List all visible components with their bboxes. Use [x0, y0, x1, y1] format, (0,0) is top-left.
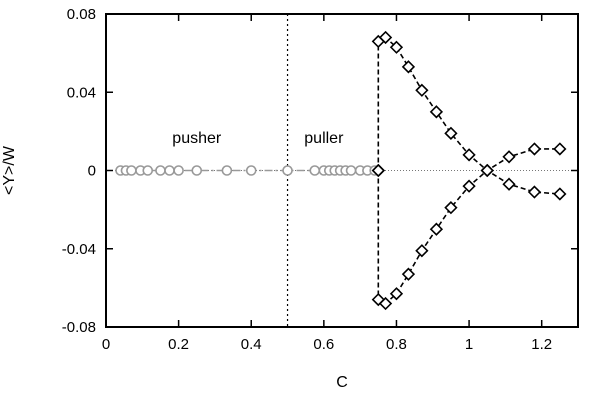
- series-1: [371, 30, 567, 201]
- data-point: [401, 60, 416, 74]
- data-point: [444, 126, 458, 140]
- data-point: [378, 30, 393, 45]
- data-point: [553, 142, 567, 156]
- x-tick-label: 1: [465, 336, 473, 353]
- data-point: [480, 163, 494, 178]
- x-tick-label: 0.4: [241, 336, 262, 353]
- axis-ticks: 0 0.2 0.4 0.6 0.8 1 1.2 -0.08 -0.04 0 0.04 0.08: [62, 6, 578, 353]
- data-point: [462, 179, 476, 193]
- y-tick-label: 0.08: [67, 6, 96, 23]
- data-point: [415, 244, 429, 258]
- series-2: [371, 142, 567, 311]
- data-point: [221, 165, 233, 176]
- data-point: [378, 296, 393, 311]
- data-point: [553, 187, 567, 201]
- data-point: [164, 165, 175, 176]
- data-point: [462, 148, 476, 162]
- data-point: [401, 267, 416, 281]
- data-point: [309, 165, 321, 176]
- data-point: [389, 287, 404, 301]
- data-point: [126, 165, 137, 176]
- y-tick-label: 0.04: [67, 84, 96, 101]
- x-tick-label: 0.2: [168, 336, 189, 353]
- series-line: [377, 148, 560, 305]
- x-tick-label: 0: [102, 336, 110, 353]
- data-point: [173, 165, 184, 176]
- annotation-pusher: pusher: [172, 130, 222, 147]
- x-tick-label: 1.2: [531, 336, 552, 353]
- y-tick-label: -0.08: [62, 319, 96, 336]
- x-tick-label: 0.6: [313, 336, 334, 353]
- data-point: [429, 222, 444, 236]
- data-point: [444, 201, 458, 215]
- data-point: [245, 165, 257, 176]
- x-axis-label: C: [336, 374, 348, 391]
- data-point: [415, 83, 429, 97]
- series-0: [115, 165, 380, 176]
- data-point: [142, 165, 154, 176]
- annotation-puller: puller: [304, 130, 344, 147]
- y-tick-label: -0.04: [62, 241, 96, 258]
- y-axis-label: <Y>/W: [1, 145, 18, 195]
- series-layer: [115, 30, 567, 311]
- y-tick-label: 0: [88, 163, 96, 180]
- data-point: [191, 165, 203, 176]
- data-point: [155, 165, 166, 176]
- data-point: [371, 163, 385, 178]
- data-point: [282, 165, 293, 176]
- data-point: [429, 105, 444, 119]
- data-point: [345, 165, 357, 176]
- x-tick-label: 0.8: [386, 336, 407, 353]
- data-point: [502, 150, 516, 164]
- data-point: [527, 142, 542, 156]
- data-point: [502, 177, 516, 191]
- data-point: [389, 40, 404, 54]
- data-point: [527, 185, 542, 199]
